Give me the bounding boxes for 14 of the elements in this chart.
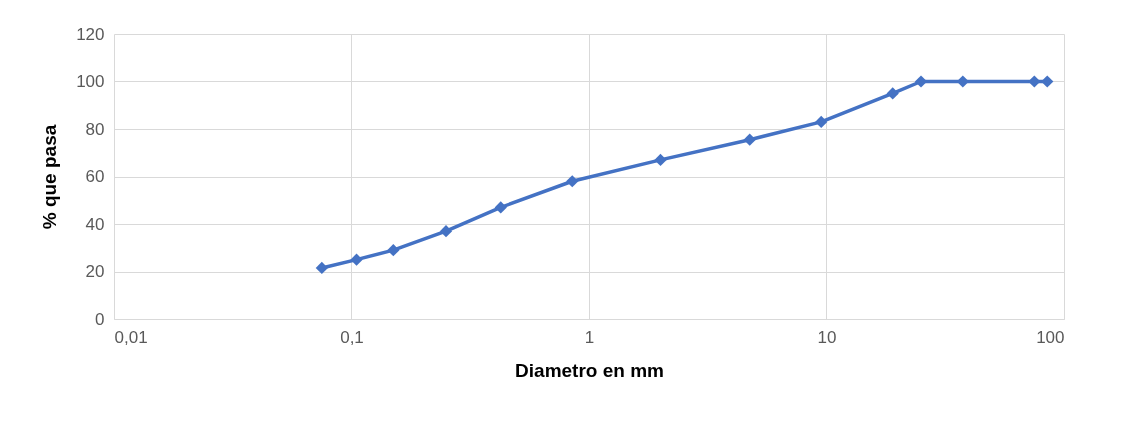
y-tick-label: 100 — [76, 72, 105, 91]
y-tick-label: 20 — [85, 262, 105, 281]
y-tick-label: 120 — [76, 24, 105, 44]
x-tick-label: 0,1 — [340, 327, 364, 347]
y-tick-label: 40 — [85, 214, 105, 234]
x-tick-label: 10 — [817, 327, 837, 347]
x-tick-label: 1 — [584, 327, 595, 347]
x-tick-label: 100 — [1036, 327, 1065, 347]
y-tick-label: 80 — [85, 119, 105, 139]
x-tick-label: 0,01 — [114, 327, 148, 347]
y-tick-label: 0 — [95, 309, 105, 329]
y-tick-label: 60 — [85, 167, 105, 186]
y-axis-title: % que pasa — [39, 124, 61, 230]
x-axis-title: Diametro en mm — [515, 359, 664, 381]
